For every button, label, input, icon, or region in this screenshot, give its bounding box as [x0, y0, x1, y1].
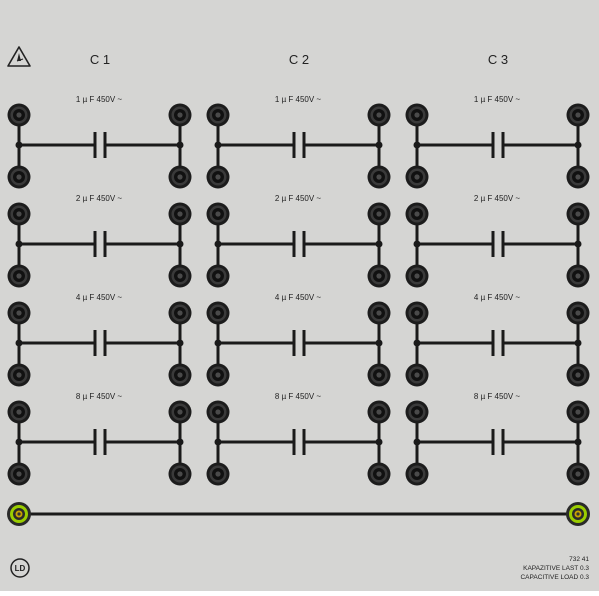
ground-socket-left[interactable]	[7, 502, 31, 526]
socket-c3-r4-top-left[interactable]	[405, 400, 429, 424]
product-name-en: CAPACITIVE LOAD 0.3	[520, 574, 589, 581]
capacitor-label-c3-r2: 2 µ F 450V ~	[474, 194, 521, 203]
capacitor-label-c1-r1: 1 µ F 450V ~	[76, 95, 123, 104]
socket-c2-r3-bottom-right[interactable]	[367, 363, 391, 387]
ld-logo-text: LD	[15, 564, 26, 573]
socket-c1-r1-bottom-right[interactable]	[168, 165, 192, 189]
column-label-c2: C 2	[289, 52, 309, 67]
socket-c1-r4-bottom-right[interactable]	[168, 462, 192, 486]
capacitor-label-c3-r3: 4 µ F 450V ~	[474, 293, 521, 302]
socket-c2-r1-bottom-left[interactable]	[206, 165, 230, 189]
socket-c3-r3-top-right[interactable]	[566, 301, 590, 325]
capacitor-label-c2-r1: 1 µ F 450V ~	[275, 95, 322, 104]
capacitor-label-c1-r2: 2 µ F 450V ~	[76, 194, 123, 203]
socket-c3-r3-bottom-left[interactable]	[405, 363, 429, 387]
socket-c3-r3-top-left[interactable]	[405, 301, 429, 325]
part-number: 732 41	[569, 556, 589, 563]
capacitor-circuits	[7, 103, 590, 486]
socket-c3-r2-bottom-right[interactable]	[566, 264, 590, 288]
socket-c3-r1-top-left[interactable]	[405, 103, 429, 127]
ld-logo: LD	[10, 558, 30, 578]
capacitor-label-c3-r1: 1 µ F 450V ~	[474, 95, 521, 104]
capacitor-label-c1-r3: 4 µ F 450V ~	[76, 293, 123, 302]
socket-c2-r4-top-left[interactable]	[206, 400, 230, 424]
socket-c2-r2-bottom-right[interactable]	[367, 264, 391, 288]
socket-c2-r3-top-left[interactable]	[206, 301, 230, 325]
socket-c2-r4-top-right[interactable]	[367, 400, 391, 424]
socket-c1-r4-top-right[interactable]	[168, 400, 192, 424]
socket-c3-r3-bottom-right[interactable]	[566, 363, 590, 387]
socket-c3-r2-top-right[interactable]	[566, 202, 590, 226]
socket-c2-r2-top-right[interactable]	[367, 202, 391, 226]
capacitor-label-c2-r4: 8 µ F 450V ~	[275, 392, 322, 401]
socket-c3-r2-bottom-left[interactable]	[405, 264, 429, 288]
socket-c1-r2-top-right[interactable]	[168, 202, 192, 226]
socket-c1-r3-bottom-right[interactable]	[168, 363, 192, 387]
socket-c1-r3-top-left[interactable]	[7, 301, 31, 325]
socket-c3-r1-top-right[interactable]	[566, 103, 590, 127]
capacitor-label-c2-r2: 2 µ F 450V ~	[275, 194, 322, 203]
capacitor-label-c1-r4: 8 µ F 450V ~	[76, 392, 123, 401]
socket-c1-r1-top-left[interactable]	[7, 103, 31, 127]
socket-c1-r4-bottom-left[interactable]	[7, 462, 31, 486]
ground-socket-right[interactable]	[566, 502, 590, 526]
socket-c2-r2-bottom-left[interactable]	[206, 264, 230, 288]
capacitor-label-c2-r3: 4 µ F 450V ~	[275, 293, 322, 302]
socket-c3-r1-bottom-right[interactable]	[566, 165, 590, 189]
socket-c2-r4-bottom-left[interactable]	[206, 462, 230, 486]
socket-c1-r2-top-left[interactable]	[7, 202, 31, 226]
socket-c1-r3-top-right[interactable]	[168, 301, 192, 325]
socket-c2-r3-bottom-left[interactable]	[206, 363, 230, 387]
column-label-c3: C 3	[488, 52, 508, 67]
socket-c1-r1-bottom-left[interactable]	[7, 165, 31, 189]
socket-c1-r2-bottom-right[interactable]	[168, 264, 192, 288]
socket-c3-r4-bottom-left[interactable]	[405, 462, 429, 486]
socket-c2-r2-top-left[interactable]	[206, 202, 230, 226]
socket-c1-r1-top-right[interactable]	[168, 103, 192, 127]
warning-triangle-icon	[7, 46, 31, 67]
product-name-de: KAPAZITIVE LAST 0.3	[523, 565, 589, 572]
column-label-c1: C 1	[90, 52, 110, 67]
socket-c2-r1-bottom-right[interactable]	[367, 165, 391, 189]
socket-c1-r2-bottom-left[interactable]	[7, 264, 31, 288]
socket-c2-r3-top-right[interactable]	[367, 301, 391, 325]
socket-c3-r4-top-right[interactable]	[566, 400, 590, 424]
capacitor-label-c3-r4: 8 µ F 450V ~	[474, 392, 521, 401]
socket-c1-r3-bottom-left[interactable]	[7, 363, 31, 387]
socket-c2-r1-top-left[interactable]	[206, 103, 230, 127]
socket-c1-r4-top-left[interactable]	[7, 400, 31, 424]
socket-c2-r4-bottom-right[interactable]	[367, 462, 391, 486]
socket-c3-r1-bottom-left[interactable]	[405, 165, 429, 189]
socket-c3-r4-bottom-right[interactable]	[566, 462, 590, 486]
socket-c3-r2-top-left[interactable]	[405, 202, 429, 226]
socket-c2-r1-top-right[interactable]	[367, 103, 391, 127]
